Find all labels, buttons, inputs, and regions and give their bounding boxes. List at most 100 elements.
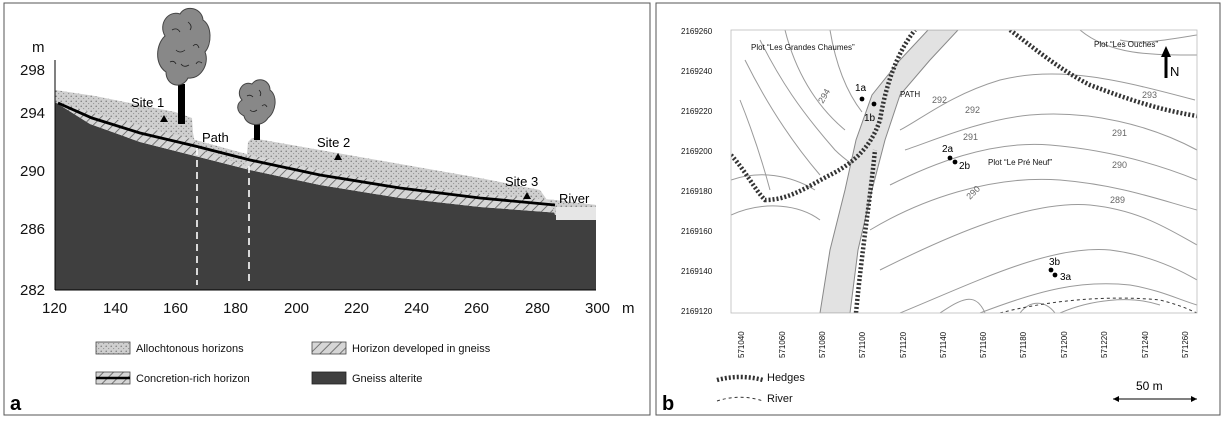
- x-tick: 300: [585, 300, 610, 317]
- tree-icon: [157, 7, 211, 124]
- y-tick: 290: [20, 163, 45, 180]
- legend-gneiss-horizon: Horizon developed in gneiss: [352, 343, 491, 355]
- legend-alterite: Gneiss alterite: [352, 373, 422, 385]
- map-x-tick: 571200: [1060, 331, 1069, 358]
- allochtonous-layer: [55, 90, 596, 215]
- point-label: 1a: [855, 83, 867, 94]
- plot-pre-neuf-label: Plot “Le Pré Neuf”: [988, 158, 1052, 167]
- x-tick: 240: [404, 300, 429, 317]
- path-label: Path: [202, 130, 229, 145]
- site-1-marker: [160, 115, 168, 122]
- map-x-tick: 571220: [1100, 331, 1109, 358]
- point-3a: [1052, 272, 1058, 278]
- cross-section: [55, 90, 596, 290]
- map-y-tick: 2169160: [681, 227, 713, 236]
- panel-a-label: a: [10, 393, 22, 415]
- north-arrow-icon: [1161, 46, 1171, 78]
- y-tick: 286: [20, 221, 45, 238]
- point-label: 2a: [942, 144, 954, 155]
- x-tick: 200: [284, 300, 309, 317]
- river-water: [556, 207, 596, 220]
- map-x-tick: 571060: [778, 331, 787, 358]
- plot-grandes-chaumes-label: Plot “Les Grandes Chaumes”: [751, 43, 855, 52]
- point-label: 3a: [1060, 272, 1072, 283]
- north-label: N: [1170, 64, 1179, 79]
- contour-label: 293: [1142, 90, 1157, 100]
- contour-label: 291: [1112, 128, 1127, 138]
- legend-river-swatch: [716, 396, 764, 402]
- contour-label: 289: [1110, 195, 1125, 205]
- concretion-line: [57, 101, 556, 207]
- x-tick: 260: [464, 300, 489, 317]
- map-x-tick: 571100: [858, 331, 867, 358]
- contour-label: 292: [932, 95, 947, 105]
- map-x-tick: 571180: [1019, 331, 1028, 358]
- x-tick: 280: [525, 300, 550, 317]
- scale-label: 50 m: [1136, 379, 1163, 393]
- site-2-marker: [334, 153, 342, 160]
- y-tick: 294: [20, 105, 45, 122]
- legend-allochtonous: Allochtonous horizons: [136, 343, 244, 355]
- legend-swatch-allochtonous: [95, 341, 131, 355]
- river-line: [999, 297, 1197, 313]
- panel-b-label: b: [662, 393, 674, 415]
- point-2a: [947, 155, 953, 161]
- path-band: [819, 30, 959, 313]
- map-b: 294 293 292 292 291 291 290 290 289 Plot…: [681, 27, 1198, 358]
- map-x-tick: 571240: [1141, 331, 1150, 358]
- x-tick: 140: [103, 300, 128, 317]
- x-unit: m: [622, 300, 635, 317]
- map-x-tick: 571140: [939, 331, 948, 358]
- point-2b: [952, 159, 958, 165]
- x-tick: 220: [344, 300, 369, 317]
- map-y-tick: 2169180: [681, 187, 713, 196]
- legend-b: Hedges River: [716, 372, 805, 405]
- legend-concretion: Concretion-rich horizon: [136, 373, 250, 385]
- x-ticks: 120 140 160 180 200 220 240 260 280 300: [42, 300, 610, 317]
- tree-icon: [237, 79, 276, 140]
- site-1-label: Site 1: [131, 95, 164, 110]
- point-label: 3b: [1049, 257, 1061, 268]
- y-unit: m: [32, 39, 45, 56]
- map-x-tick: 571260: [1181, 331, 1190, 358]
- map-x-tick: 571040: [737, 331, 746, 358]
- map-y-tick: 2169120: [681, 307, 713, 316]
- point-1b: [871, 101, 877, 107]
- y-tick: 298: [20, 62, 45, 79]
- path-map-label: PATH: [900, 90, 920, 99]
- contour-label: 290: [1112, 160, 1127, 170]
- legend-a: Allochtonous horizons Horizon developed …: [95, 341, 491, 385]
- alterite-layer: [55, 102, 596, 290]
- contour-label: 291: [963, 132, 978, 142]
- point-label: 2b: [959, 161, 971, 172]
- x-tick: 180: [223, 300, 248, 317]
- plot-ouches-label: Plot “Les Ouches”: [1094, 40, 1158, 49]
- legend-swatch-gneiss-horizon: [311, 341, 347, 355]
- y-tick: 282: [20, 282, 45, 299]
- legend-swatch-alterite: [311, 371, 347, 385]
- point-3b: [1048, 267, 1054, 273]
- legend-hedges: Hedges: [767, 372, 805, 384]
- x-tick: 120: [42, 300, 67, 317]
- y-ticks: 298 294 290 286 282: [20, 62, 45, 299]
- point-label: 1b: [864, 113, 876, 124]
- site-3-label: Site 3: [505, 174, 538, 189]
- point-1a: [859, 96, 865, 102]
- site-2-label: Site 2: [317, 135, 350, 150]
- map-x-tick: 571080: [818, 331, 827, 358]
- map-y-tick: 2169260: [681, 27, 713, 36]
- map-frame: [730, 29, 1198, 314]
- map-x-ticks: 571040 571060 571080 571100 571120 57114…: [737, 331, 1190, 358]
- map-y-tick: 2169140: [681, 267, 713, 276]
- hedge-lines: [731, 30, 1197, 313]
- x-tick: 160: [163, 300, 188, 317]
- map-x-tick: 571120: [899, 331, 908, 358]
- river-label: River: [559, 191, 590, 206]
- site-3-marker: [523, 192, 531, 199]
- map-y-ticks: 2169260 2169240 2169220 2169200 2169180 …: [681, 27, 713, 316]
- map-y-tick: 2169200: [681, 147, 713, 156]
- map-x-tick: 571160: [979, 331, 988, 358]
- map-y-tick: 2169220: [681, 107, 713, 116]
